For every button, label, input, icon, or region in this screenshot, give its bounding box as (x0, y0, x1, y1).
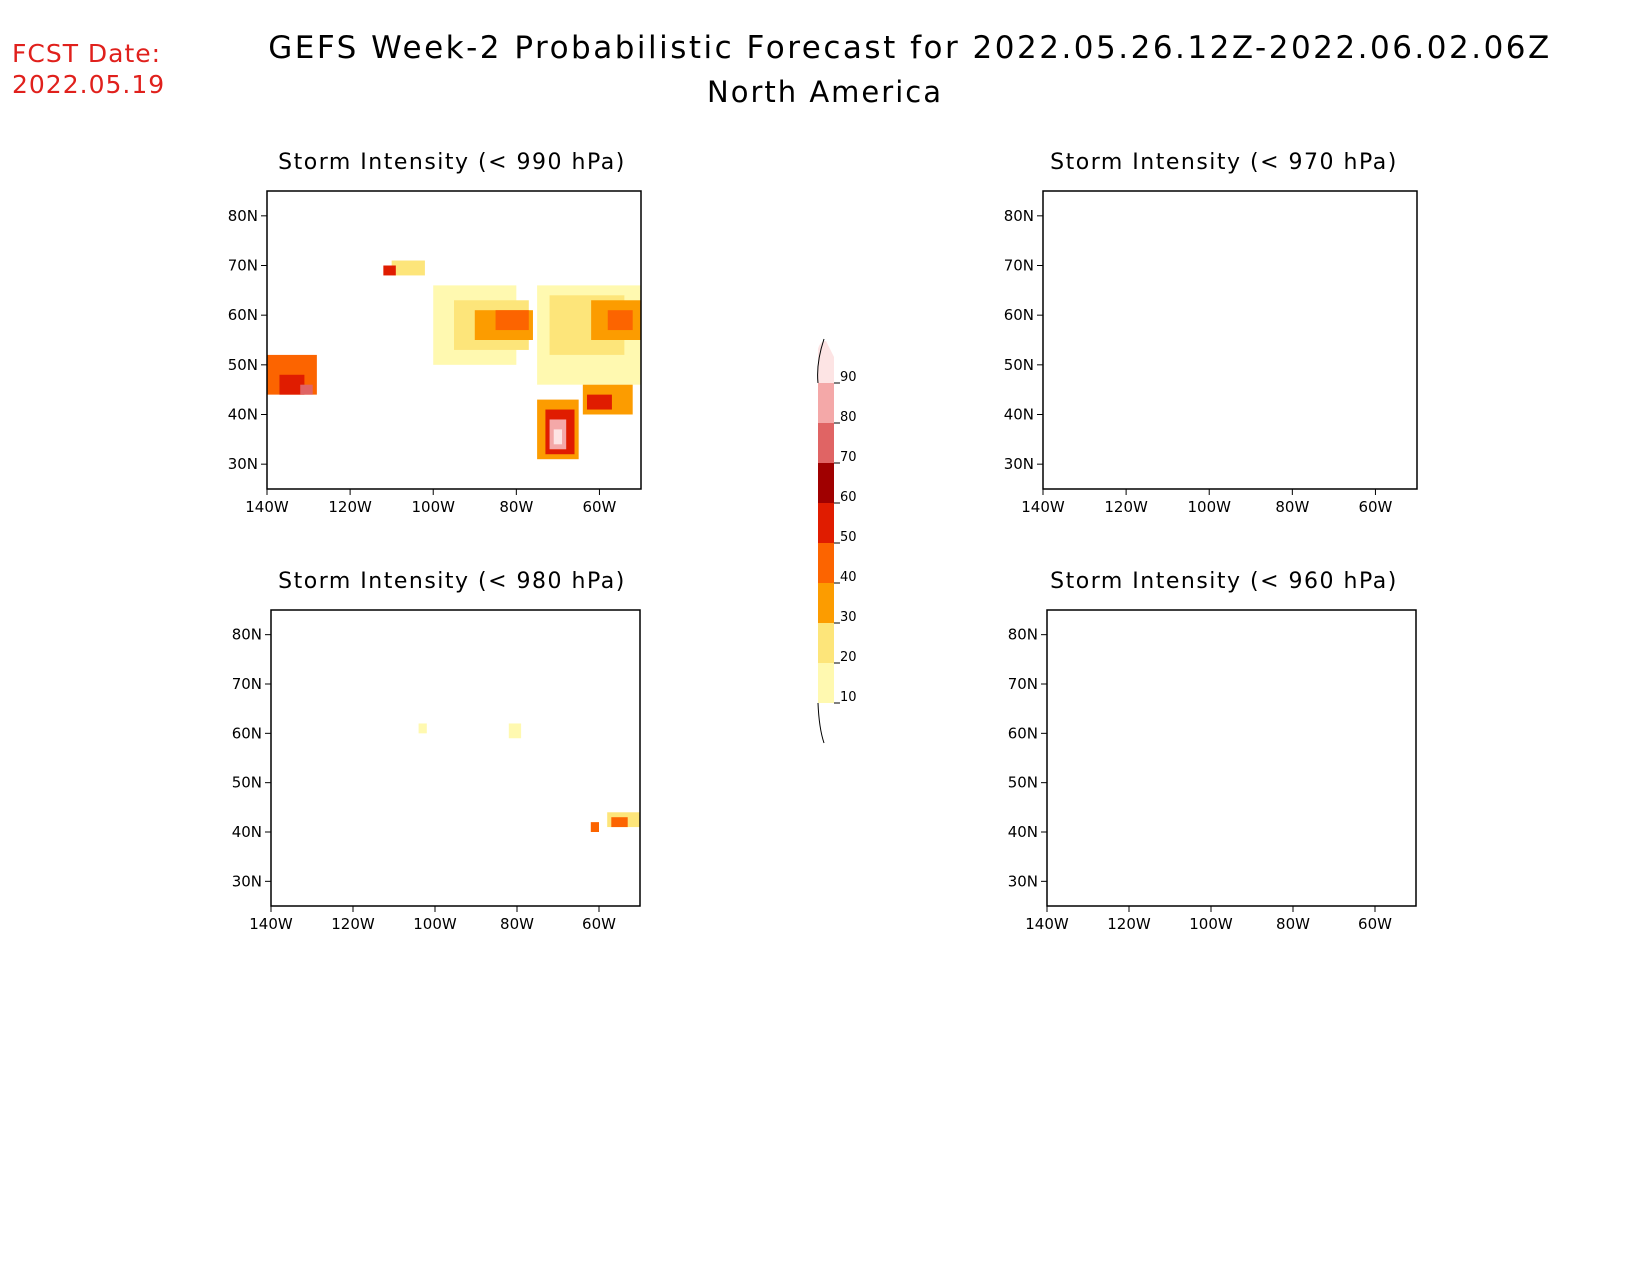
lat-tick-label: 50N (1008, 774, 1038, 792)
lat-tick-label: 30N (228, 455, 258, 473)
lat-tick-label: 50N (232, 774, 262, 792)
colorbar-label: 50 (840, 530, 857, 545)
probability-area (495, 310, 529, 331)
lon-tick-label: 100W (411, 498, 455, 516)
region-title: North America (707, 75, 943, 109)
colorbar-top-cap (817, 338, 825, 384)
probability-area (391, 260, 425, 276)
probability-area (383, 265, 396, 276)
lat-tick-label: 40N (1004, 406, 1034, 424)
lat-tick-label: 30N (1004, 455, 1034, 473)
lon-tick-label: 120W (1104, 498, 1148, 516)
lat-tick-label: 70N (232, 675, 262, 693)
lat-tick-label: 70N (228, 257, 258, 275)
lon-tick-label: 140W (1025, 915, 1069, 933)
probability-area (590, 822, 599, 832)
lat-tick-label: 50N (1004, 356, 1034, 374)
lon-tick-label: 100W (413, 915, 457, 933)
coastline (271, 610, 640, 906)
map-panel-p990: 80N 70N 60N 50N 40N 30N 140W 120W 100W 80W 60W (228, 190, 642, 516)
forecast-date-block: FCST Date: 2022.05.19 (12, 38, 165, 100)
probability-area (553, 429, 563, 445)
lat-tick-label: 60N (1004, 306, 1034, 324)
coastline (1047, 610, 1416, 906)
map-panel-p970: 80N 70N 60N 50N 40N 30N 140W 120W 100W 80W 60W (1004, 190, 1418, 516)
colorbar-label: 30 (840, 610, 857, 625)
probability-area (586, 394, 612, 410)
forecast-date-label: FCST Date: (12, 39, 162, 68)
lon-tick-label: 140W (1021, 498, 1065, 516)
lon-tick-label: 120W (331, 915, 375, 933)
lon-tick-label: 140W (249, 915, 293, 933)
map-frame (266, 190, 642, 490)
panel-title-970: Storm Intensity (< 970 hPa) (1050, 150, 1398, 175)
lat-tick-label: 40N (228, 406, 258, 424)
panel-title-960: Storm Intensity (< 960 hPa) (1050, 569, 1398, 594)
lon-tick-label: 140W (245, 498, 289, 516)
forecast-date-value: 2022.05.19 (12, 70, 166, 99)
lat-tick-label: 60N (228, 306, 258, 324)
colorbar-label: 70 (840, 450, 857, 465)
lat-tick-label: 40N (232, 823, 262, 841)
colorbar-label: 80 (840, 410, 857, 425)
map-frame (1046, 609, 1417, 907)
map-frame (1042, 190, 1418, 490)
colorbar-swatch (818, 583, 834, 623)
lon-tick-label: 120W (328, 498, 372, 516)
colorbar-swatch (818, 503, 834, 543)
lat-tick-label: 70N (1004, 257, 1034, 275)
colorbar-label: 60 (840, 490, 857, 505)
probability-area (279, 374, 305, 395)
lon-tick-label: 100W (1187, 498, 1231, 516)
lat-tick-label: 70N (1008, 675, 1038, 693)
map-panel-p980: 80N 70N 60N 50N 40N 30N 140W 120W 100W 80W 60W (232, 609, 641, 933)
colorbar-label: 10 (840, 690, 857, 705)
probability-area (300, 384, 313, 395)
probability-area (418, 723, 427, 734)
coastline (1043, 191, 1417, 489)
lon-tick-label: 60W (1358, 498, 1392, 516)
lat-tick-label: 40N (1008, 823, 1038, 841)
panel-title-980: Storm Intensity (< 980 hPa) (278, 569, 626, 594)
colorbar-label: 90 (840, 370, 857, 385)
colorbar-label: 40 (840, 570, 857, 585)
colorbar: 10 20 30 40 50 60 70 80 90 (817, 338, 857, 744)
lon-tick-label: 60W (582, 498, 616, 516)
map-frame (270, 609, 641, 907)
colorbar-bottom-cap (817, 702, 825, 744)
colorbar-swatch (818, 543, 834, 583)
colorbar-swatch (818, 623, 834, 663)
lon-tick-label: 60W (582, 915, 616, 933)
lat-tick-label: 60N (1008, 724, 1038, 742)
probability-area (611, 817, 628, 828)
colorbar-swatch (818, 383, 834, 423)
lat-tick-label: 60N (232, 724, 262, 742)
lon-tick-label: 80W (1275, 498, 1309, 516)
lon-tick-label: 60W (1358, 915, 1392, 933)
lon-tick-label: 100W (1189, 915, 1233, 933)
lat-tick-label: 80N (1004, 207, 1034, 225)
lon-tick-label: 80W (1276, 915, 1310, 933)
lat-tick-label: 80N (228, 207, 258, 225)
map-panel-p960: 80N 70N 60N 50N 40N 30N 140W 120W 100W 80W 60W (1008, 609, 1417, 933)
lat-tick-label: 80N (1008, 626, 1038, 644)
colorbar-label: 20 (840, 650, 857, 665)
lat-tick-label: 30N (232, 872, 262, 890)
colorbar-swatch (818, 463, 834, 503)
colorbar-swatch (818, 663, 834, 703)
colorbar-swatch (818, 423, 834, 463)
lat-tick-label: 50N (228, 356, 258, 374)
lon-tick-label: 80W (500, 915, 534, 933)
colorbar-swatch (818, 341, 834, 383)
probability-area (508, 723, 522, 739)
probability-area (607, 310, 633, 331)
lat-tick-label: 80N (232, 626, 262, 644)
page-title: GEFS Week-2 Probabilistic Forecast for 2… (268, 30, 1552, 66)
lat-tick-label: 30N (1008, 872, 1038, 890)
panel-title-990: Storm Intensity (< 990 hPa) (278, 150, 626, 175)
lon-tick-label: 120W (1107, 915, 1151, 933)
lon-tick-label: 80W (499, 498, 533, 516)
